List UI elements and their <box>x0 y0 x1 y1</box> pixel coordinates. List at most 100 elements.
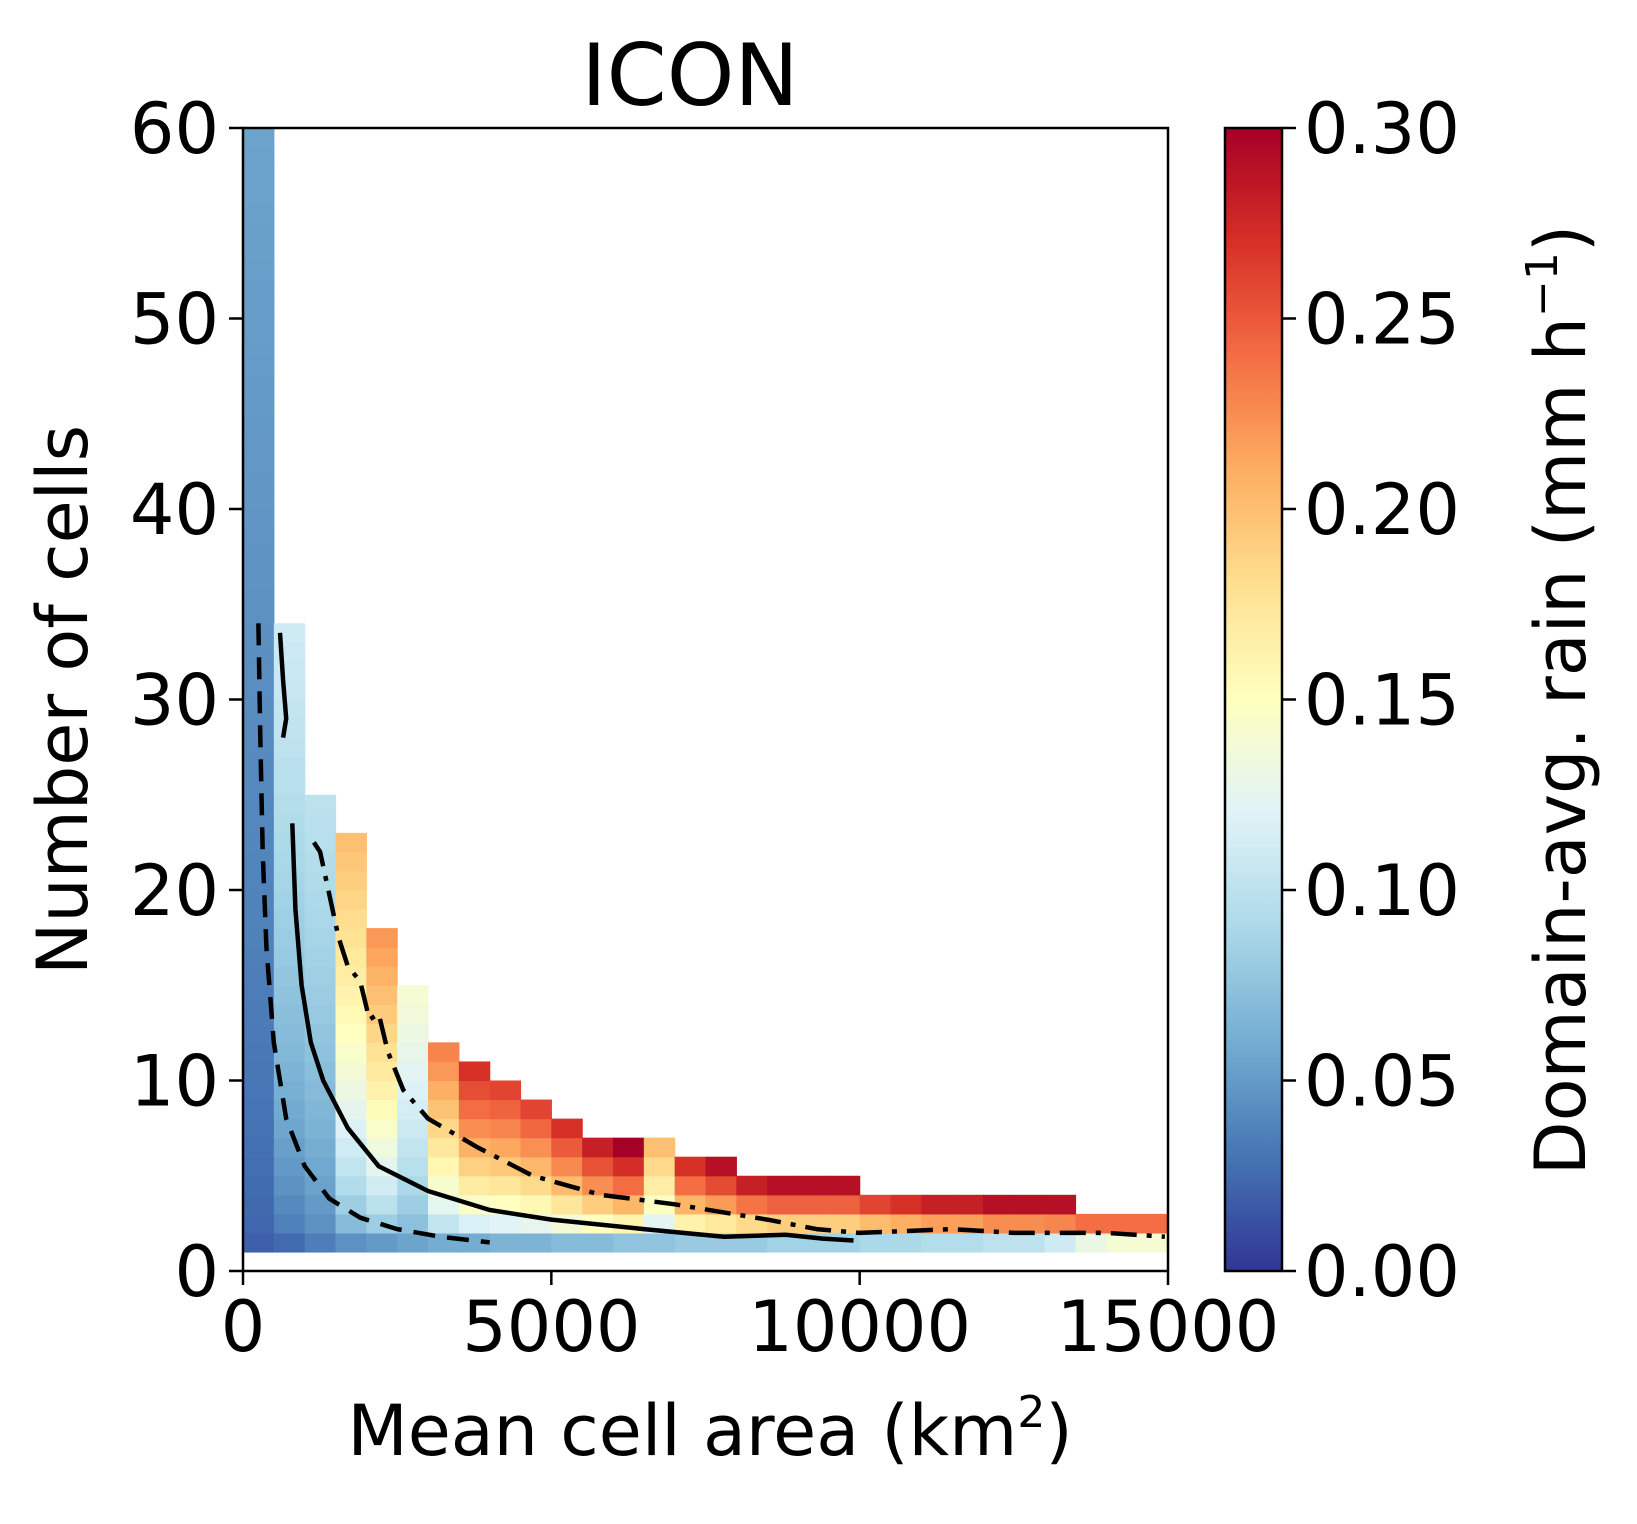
heatmap-cell <box>366 947 398 967</box>
heatmap-cell <box>304 928 337 948</box>
heatmap-cell <box>520 1232 552 1253</box>
heatmap-cell <box>243 1118 275 1139</box>
colorbar-ticks: 0.00 0.05 0.10 0.15 0.20 0.25 0.30 <box>1282 88 1460 1313</box>
heatmap-cell <box>243 128 275 148</box>
heatmap-cell <box>582 1175 614 1196</box>
heatmap-cell <box>767 1232 799 1253</box>
heatmap-cell <box>243 547 275 567</box>
heatmap-cell <box>273 1232 306 1253</box>
heatmap-cell <box>243 337 275 358</box>
heatmap-cell <box>643 1194 676 1215</box>
heatmap-cell <box>767 1213 799 1234</box>
contour-line-dashdot <box>312 841 1166 1239</box>
heatmap-cell <box>273 1004 306 1024</box>
heatmap-cell <box>335 1232 367 1253</box>
heatmap-cell <box>243 1213 275 1234</box>
x-tick-label: 5000 <box>462 1286 640 1368</box>
heatmap-cell <box>243 299 275 320</box>
heatmap-cell <box>243 1137 275 1158</box>
heatmap-cell <box>397 1061 429 1082</box>
heatmap-cell <box>428 1061 460 1082</box>
heatmap-cell <box>243 1156 275 1177</box>
heatmap-cell <box>243 832 275 853</box>
heatmap-cell <box>335 1194 367 1215</box>
heatmap-cell <box>551 1156 583 1177</box>
heatmap-cell <box>335 1175 367 1196</box>
heatmap-cell <box>243 470 275 491</box>
heatmap-cell <box>613 1156 645 1177</box>
heatmap-cell <box>273 680 306 701</box>
heatmap-cell <box>335 1061 367 1082</box>
y-tick-label: 60 <box>130 88 219 170</box>
heatmap-cell <box>366 1042 398 1063</box>
heatmap-cell <box>643 1137 676 1158</box>
heatmap-cell <box>520 1118 552 1139</box>
heatmap-cell <box>952 1194 984 1215</box>
heatmap-cell <box>1106 1232 1138 1253</box>
heatmap-cell <box>736 1194 768 1215</box>
heatmap-cell <box>643 1156 676 1177</box>
heatmap-cell <box>489 1156 522 1177</box>
heatmap-cell <box>304 966 337 986</box>
heatmap-cell <box>243 1175 275 1196</box>
x-tick-label: 10000 <box>748 1286 971 1368</box>
y-axis-ticks: 0 10 20 30 40 50 60 <box>130 88 243 1313</box>
heatmap-cell <box>335 832 367 853</box>
heatmap-cell <box>243 890 275 910</box>
heatmap-cell <box>983 1232 1015 1253</box>
contour-line-solid <box>277 632 289 738</box>
heatmap-cell <box>458 1099 491 1120</box>
heatmap-cell <box>1106 1213 1138 1234</box>
contour-line-dashed <box>256 623 490 1245</box>
heatmap-cell <box>243 947 275 967</box>
heatmap-cell <box>397 1213 429 1234</box>
y-tick-label: 0 <box>174 1231 219 1313</box>
heatmap-cell <box>304 794 337 815</box>
heatmap-cell <box>520 1175 552 1196</box>
chart-title: ICON <box>581 26 798 126</box>
heatmap-cell <box>1044 1194 1077 1215</box>
heatmap-cell <box>828 1213 861 1234</box>
heatmap-cell <box>428 1042 460 1063</box>
heatmap-cell <box>335 928 367 948</box>
heatmap-cell <box>335 1099 367 1120</box>
heatmap-cell <box>304 985 337 1005</box>
heatmap-cell <box>243 1023 275 1043</box>
heatmap-cell <box>335 890 367 910</box>
heatmap-cell <box>643 1232 676 1253</box>
heatmap-cell <box>520 1099 552 1120</box>
heatmap-cell <box>489 1137 522 1158</box>
heatmap-cell <box>304 1099 337 1120</box>
heatmap-cell <box>489 1175 522 1196</box>
heatmap-cell <box>273 851 306 872</box>
heatmap-cells <box>243 128 1169 1253</box>
heatmap-cell <box>366 1137 398 1158</box>
heatmap-cell <box>273 1042 306 1063</box>
heatmap-cell <box>243 204 275 224</box>
colorbar-tick-label: 0.20 <box>1304 469 1460 551</box>
heatmap-cell <box>243 451 275 472</box>
colorbar <box>1223 126 1284 1273</box>
heatmap-cell <box>921 1232 953 1253</box>
y-tick-label: 20 <box>130 850 219 932</box>
heatmap-cell <box>582 1232 614 1253</box>
heatmap-cell <box>458 1118 491 1139</box>
heatmap-cell <box>243 642 275 662</box>
heatmap-cell <box>1137 1213 1169 1234</box>
heatmap-cell <box>428 1213 460 1234</box>
heatmap-cell <box>243 909 275 929</box>
heatmap-cell <box>304 909 337 929</box>
heatmap-cell <box>489 1213 522 1234</box>
heatmap-cell <box>1013 1232 1046 1253</box>
heatmap-cell <box>243 528 275 548</box>
heatmap-cell <box>613 1232 645 1253</box>
colorbar-tick-label: 0.10 <box>1304 850 1460 932</box>
heatmap-cell <box>273 661 306 682</box>
heatmap-cell <box>983 1213 1015 1234</box>
heatmap-cell <box>397 1118 429 1139</box>
heatmap-cell <box>243 413 275 434</box>
heatmap-cell <box>458 1175 491 1196</box>
heatmap-cell <box>674 1156 707 1177</box>
heatmap-cell <box>243 375 275 396</box>
